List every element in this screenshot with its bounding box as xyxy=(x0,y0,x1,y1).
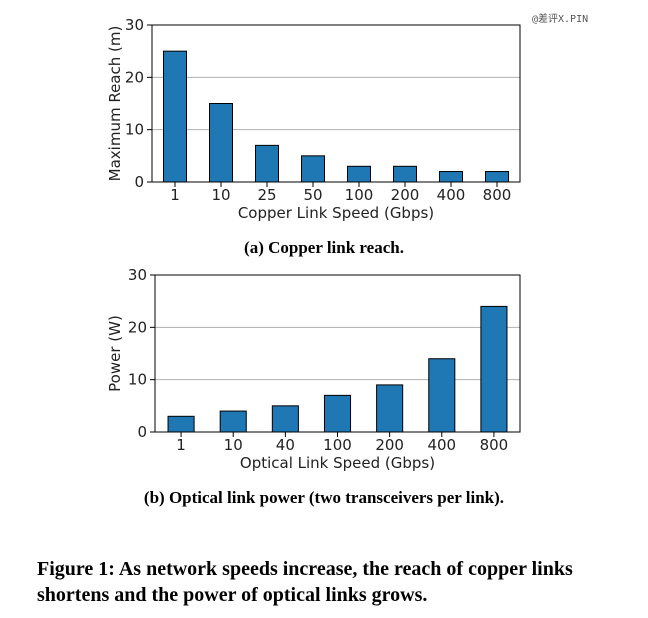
x-tick-label: 800 xyxy=(483,186,512,204)
optical-power-chart: 1 10 40 100 200 400 800 0 10 20 30 Optical Link Spe… xyxy=(106,266,521,472)
bar xyxy=(255,144,279,183)
x-tick-label: 10 xyxy=(224,436,243,454)
y-tick-label: 0 xyxy=(134,173,144,191)
x-tick-label: 100 xyxy=(345,186,374,204)
bar xyxy=(393,165,417,183)
bar xyxy=(439,171,463,183)
bar xyxy=(167,415,195,433)
bar xyxy=(219,410,247,433)
figure-caption: Figure 1: As network speeds increase, th… xyxy=(37,558,573,606)
x-axis-label: Copper Link Speed (Gbps) xyxy=(238,204,434,222)
chart-a-subcaption: (a) Copper link reach. xyxy=(244,238,404,257)
y-tick-label: 0 xyxy=(137,423,147,441)
y-tick-label: 20 xyxy=(125,68,144,86)
x-axis-label: Optical Link Speed (Gbps) xyxy=(240,454,435,472)
bar xyxy=(301,155,325,183)
bar xyxy=(347,165,371,183)
y-axis-label: Power (W) xyxy=(106,315,124,392)
y-tick-label: 30 xyxy=(128,266,147,284)
bar xyxy=(376,384,404,433)
watermark: @差评X.PIN xyxy=(532,14,589,25)
x-tick-label: 1 xyxy=(176,436,186,454)
copper-reach-chart: 1 10 25 50 100 200 400 800 0 10 20 30 Copper Link Sp… xyxy=(106,16,521,222)
y-tick-label: 10 xyxy=(125,121,144,139)
bar xyxy=(209,103,233,183)
bar xyxy=(323,394,352,433)
x-tick-label: 1 xyxy=(170,186,180,204)
x-tick-label: 800 xyxy=(480,436,509,454)
x-tick-label: 200 xyxy=(375,436,404,454)
y-tick-label: 10 xyxy=(128,371,147,389)
x-tick-label: 200 xyxy=(391,186,420,204)
x-tick-label: 25 xyxy=(257,186,276,204)
y-axis-label: Maximum Reach (m) xyxy=(106,26,124,182)
bar xyxy=(485,171,509,183)
bar xyxy=(480,305,508,433)
y-tick-label: 20 xyxy=(128,318,147,336)
bar xyxy=(163,50,187,183)
chart-b-subcaption: (b) Optical link power (two transceivers… xyxy=(143,488,505,507)
x-tick-label: 100 xyxy=(323,436,352,454)
x-tick-label: 10 xyxy=(211,186,230,204)
plot-frame xyxy=(154,274,521,433)
bar xyxy=(271,405,299,433)
x-tick-label: 400 xyxy=(437,186,466,204)
x-tick-label: 400 xyxy=(427,436,456,454)
bar xyxy=(428,358,456,433)
y-tick-label: 30 xyxy=(125,16,144,34)
x-tick-label: 50 xyxy=(303,186,322,204)
plot-frame xyxy=(151,24,521,183)
x-tick-label: 40 xyxy=(276,436,295,454)
